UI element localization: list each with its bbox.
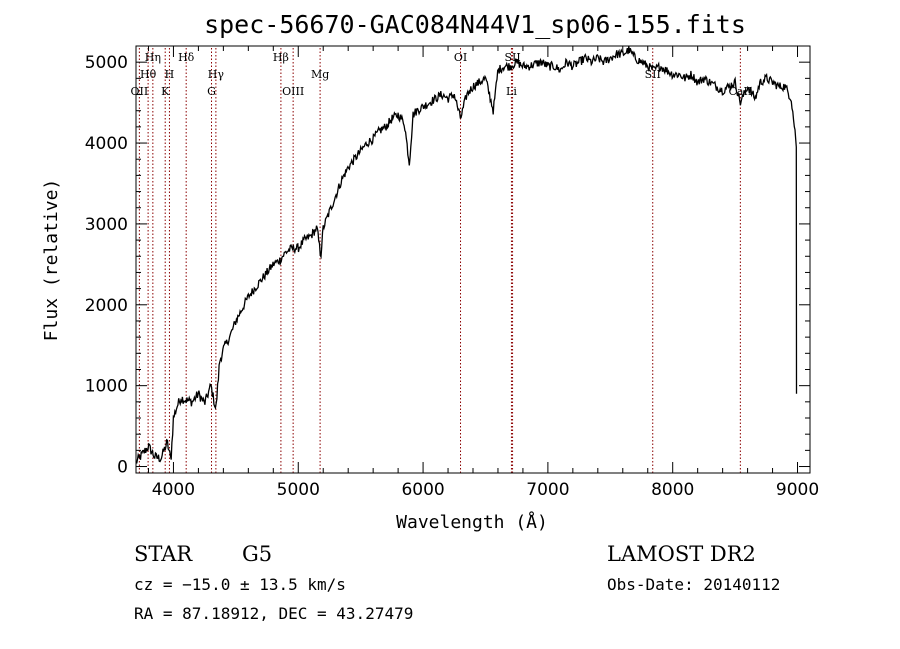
x-tick-label: 6000 [401,480,444,500]
spectral-line-label: SII [645,68,661,81]
x-tick-label: 5000 [277,480,320,500]
flux-series-line [135,46,798,464]
x-axis-ticks: 4000 5000 6000 7000 8000 9000 [147,46,819,500]
spectral-line-label: OII [131,85,149,98]
spectral-line-label: Hη [145,51,161,64]
redshift-readout: cz = −15.0 ± 13.5 km/s [134,575,346,594]
y-tick-label: 5000 [85,53,128,73]
spectral-line-label: OI [454,51,467,64]
y-axis-label: Flux (relative) [41,179,62,342]
spectral-line-label: CaII [729,85,753,98]
observation-date: Obs-Date: 20140112 [607,575,780,594]
y-axis-ticks: 0 1000 2000 3000 4000 5000 [85,53,810,478]
spectral-line-label: Hγ [208,68,225,81]
spectral-line-label: Hβ [273,51,289,64]
spectral-line-label: Mg [311,68,329,81]
spectral-line-label: G [207,85,216,98]
plot-frame [135,45,811,474]
survey-name: LAMOST DR2 [607,542,756,566]
coordinates-readout: RA = 87.18912, DEC = 43.27479 [134,604,413,623]
spectral-line-label: Li [506,85,517,98]
y-tick-label: 1000 [85,377,128,397]
y-tick-label: 4000 [85,134,128,154]
y-tick-label: 3000 [85,215,128,235]
object-class: STAR [134,542,193,566]
x-tick-label: 4000 [152,480,195,500]
object-subclass: G5 [242,542,272,566]
spectral-line-label: Hθ [140,68,157,81]
spectral-line-markers [138,48,741,473]
y-tick-label: 0 [117,458,128,478]
plot-border [135,45,811,474]
y-tick-label: 2000 [85,296,128,316]
spectral-line-label: K [161,85,170,98]
x-tick-label: 8000 [651,480,694,500]
spectral-line-label: H [165,68,175,81]
spectral-line-label: Hδ [178,51,195,64]
x-axis-label: Wavelength (Å) [396,511,548,533]
x-tick-label: 9000 [776,480,819,500]
x-tick-label: 7000 [526,480,569,500]
chart-title: spec-56670-GAC084N44V1_sp06-155.fits [204,10,746,39]
spectral-line-label: OIII [282,85,304,98]
